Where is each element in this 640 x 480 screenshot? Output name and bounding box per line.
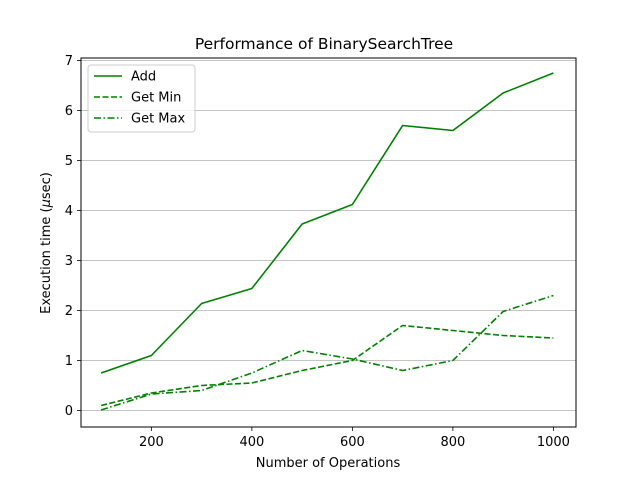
legend-box [87, 64, 196, 133]
axis-ticks: 0 1 2 3 4 5 6 7 200 400 600 800 1000 [65, 54, 570, 450]
y-tick-label-4: 4 [65, 204, 73, 219]
x-tick-label-1000: 1000 [537, 435, 570, 450]
grid-lines [81, 60, 576, 411]
plot-area-frame [80, 57, 577, 428]
y-axis-label: Execution time (μsec) [39, 172, 54, 314]
x-tick-label-800: 800 [440, 435, 465, 450]
x-tick-label-600: 600 [340, 435, 365, 450]
y-tick-label-0: 0 [65, 404, 73, 419]
y-tick-label-3: 3 [65, 254, 73, 269]
y-tick-label-2: 2 [65, 304, 73, 319]
legend-label-get-min: Get Min [131, 91, 181, 106]
legend-label-add: Add [131, 70, 156, 85]
y-axis-label-suffix: sec) [39, 172, 54, 199]
y-axis-label-mu: μ [39, 199, 54, 208]
y-axis-label-prefix: Execution time ( [39, 207, 54, 314]
y-tick-label-6: 6 [65, 104, 73, 119]
series-lines [100, 72, 554, 411]
x-tick-label-400: 400 [239, 435, 264, 450]
series-line-get-max [100, 294, 554, 411]
y-tick-label-7: 7 [65, 54, 73, 69]
legend: Add Get Min Get Max [87, 64, 196, 133]
series-line-get-min [100, 324, 554, 407]
chart-title: Performance of BinarySearchTree [195, 35, 453, 53]
legend-label-get-max: Get Max [131, 112, 185, 127]
series-line-add [100, 72, 554, 374]
y-tick-label-1: 1 [65, 354, 73, 369]
x-axis-label: Number of Operations [256, 456, 401, 471]
y-tick-label-5: 5 [65, 154, 73, 169]
x-tick-label-200: 200 [139, 435, 164, 450]
